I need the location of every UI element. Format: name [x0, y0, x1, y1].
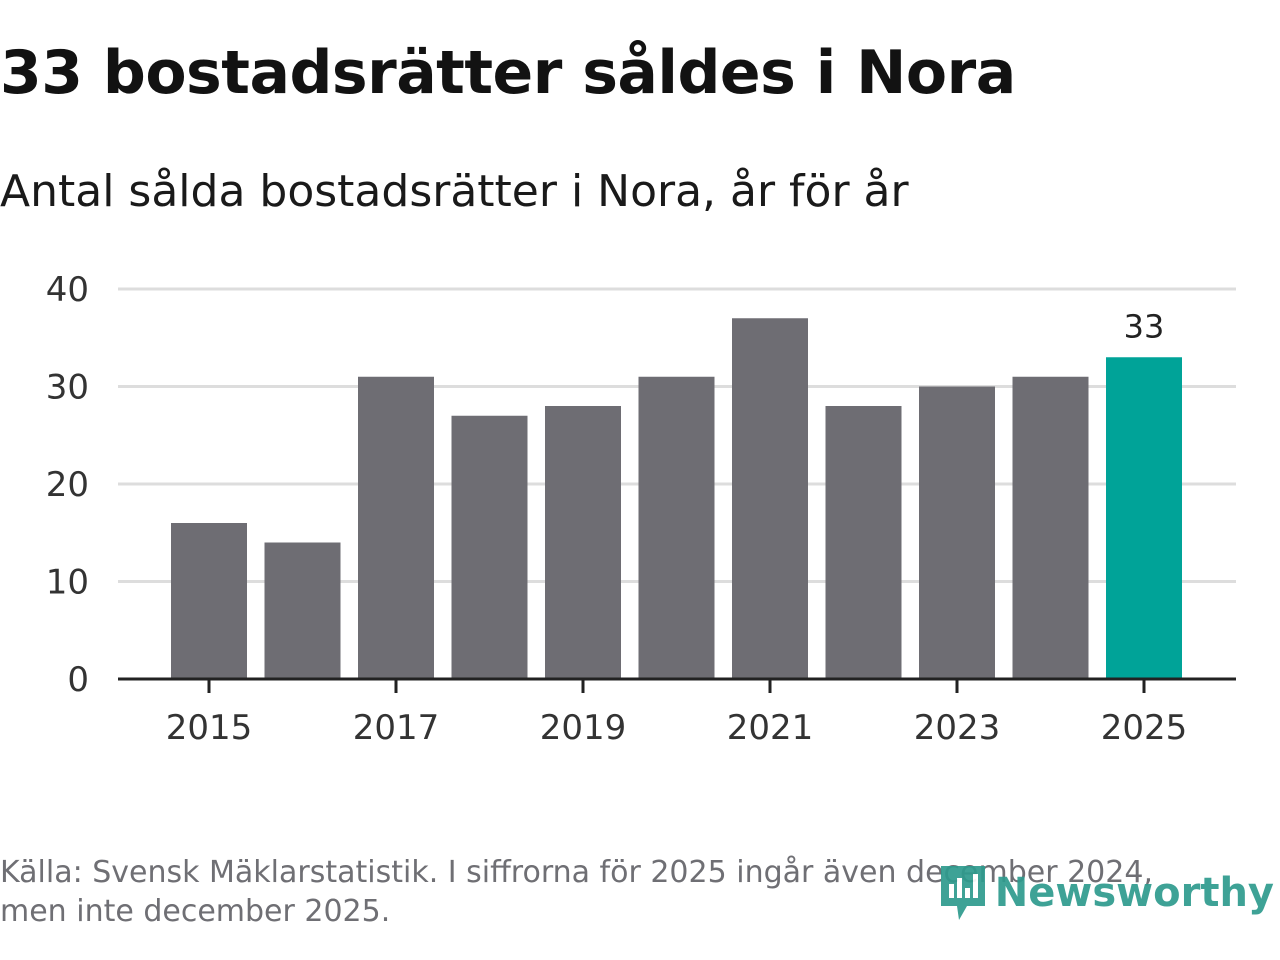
bar-2018	[451, 415, 528, 679]
y-tick-label-20: 20	[46, 465, 89, 505]
y-tick-label-40: 40	[46, 270, 89, 310]
x-tick-label-2017: 2017	[353, 708, 440, 748]
bar-2022	[825, 406, 902, 679]
bar-2019	[545, 406, 621, 679]
bar-2021	[732, 318, 808, 679]
data-label-2025: 33	[1124, 307, 1165, 345]
y-tick-label-10: 10	[46, 563, 89, 603]
y-tick-label-30: 30	[46, 368, 89, 408]
x-tick-label-2015: 2015	[166, 708, 253, 748]
bar-2023	[919, 386, 995, 679]
x-tick-label-2025: 2025	[1101, 708, 1188, 748]
bar-2024	[1012, 376, 1089, 679]
x-tick-label-2019: 2019	[540, 708, 627, 748]
newsworthy-logo: Newsworthy	[937, 862, 1274, 924]
source-line-2: men inte december 2025.	[0, 894, 391, 929]
bar-2020	[638, 376, 715, 679]
logo-text: Newsworthy	[994, 870, 1274, 916]
chart-title: 33 bostadsrätter såldes i Nora	[0, 38, 1016, 108]
bar-2016	[264, 542, 341, 679]
x-tick-label-2023: 2023	[914, 708, 1001, 748]
y-tick-label-0: 0	[67, 660, 89, 700]
bar-2015	[171, 523, 247, 679]
newsworthy-logo-icon	[940, 866, 985, 920]
bar-chart: 0 10 20 30 40 33 2015 2017 2019 2021 2023 2025	[46, 270, 1236, 748]
bar-2017	[358, 376, 434, 679]
chart-subtitle: Antal sålda bostadsrätter i Nora, år för…	[0, 166, 909, 217]
bar-2025	[1106, 357, 1182, 679]
x-tick-label-2021: 2021	[727, 708, 814, 748]
